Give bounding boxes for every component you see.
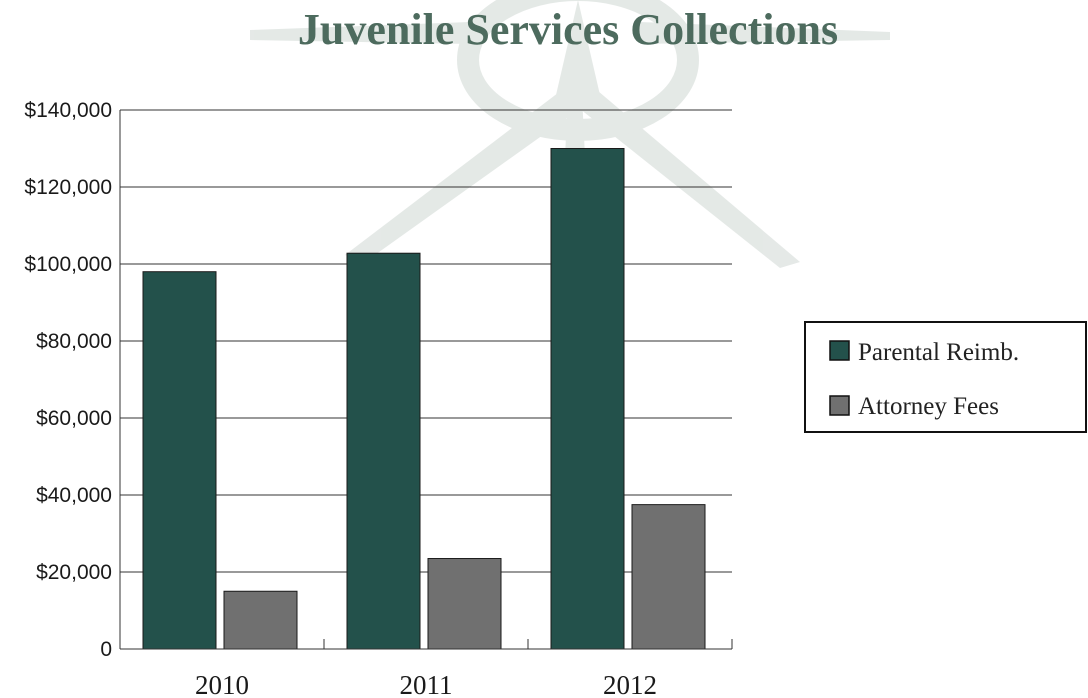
x-tick-label: 2011 (400, 670, 453, 698)
x-tick-label: 2012 (603, 670, 657, 698)
x-tick-label: 2010 (195, 670, 249, 698)
y-tick-label: $80,000 (36, 330, 112, 353)
watermark-bar-right (640, 22, 890, 44)
watermark-ray-right (575, 80, 800, 268)
chart-title: Juvenile Services Collections (298, 5, 838, 54)
plot-area: 0 $20,000 $40,000 $60,000 $80,000 $100,000 $12… (24, 99, 733, 698)
bar-parental-reimb-2010 (142, 271, 217, 650)
y-axis-tick-labels: 0 $20,000 $40,000 $60,000 $80,000 $100,000 $12… (24, 99, 112, 661)
bar-attorney-fees-2010 (223, 590, 298, 650)
x-axis-tick-labels: 2010 2011 2012 (195, 670, 657, 698)
bar-parental-reimb-2012 (550, 148, 625, 650)
legend-swatch-parental (829, 340, 850, 361)
watermark-star-upper (556, 0, 600, 115)
y-tick-label: $100,000 (24, 253, 112, 276)
legend-label-attorney: Attorney Fees (858, 393, 999, 420)
y-tick-label: $140,000 (24, 99, 112, 122)
legend-box (804, 321, 1087, 433)
y-tick-label: $120,000 (24, 176, 112, 199)
watermark-ray-left (345, 80, 585, 262)
bar-attorney-fees-2012 (631, 504, 706, 650)
bars (142, 148, 706, 650)
y-tick-label: $40,000 (36, 484, 112, 507)
legend-swatch-attorney (829, 395, 850, 416)
gridlines (120, 109, 732, 573)
bar-parental-reimb-2011 (346, 252, 421, 650)
watermark-bar-left (250, 22, 470, 44)
bar-attorney-fees-2011 (427, 558, 502, 650)
x-axis-ticks (119, 639, 733, 649)
legend: Parental Reimb. Attorney Fees (804, 321, 1087, 433)
y-tick-label: $60,000 (36, 407, 112, 430)
legend-label-parental: Parental Reimb. (858, 339, 1019, 366)
y-tick-label: 0 (100, 638, 112, 661)
watermark-ring (457, 0, 699, 141)
y-tick-label: $20,000 (36, 561, 112, 584)
